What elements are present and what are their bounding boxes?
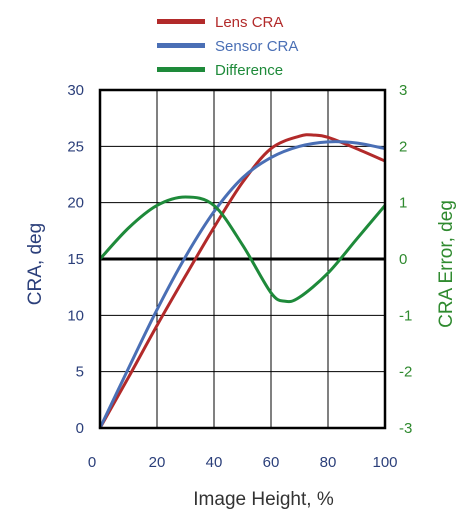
x-tick-label: 0 [88, 454, 96, 471]
x-tick-label: 80 [320, 454, 337, 471]
series-line-lens-cra [98, 133, 386, 429]
x-tick-label: 40 [206, 454, 223, 471]
y-tick-label-left: 5 [76, 364, 84, 381]
legend-label-sensor-cra: Sensor CRA [215, 38, 298, 55]
legend-swatch-difference [157, 67, 205, 72]
y-tick-label-right: -2 [399, 364, 412, 381]
y-axis-title-right: CRA Error, deg [436, 200, 457, 328]
y-tick-label-right: -3 [399, 420, 412, 437]
y-tick-label-left: 10 [67, 307, 84, 324]
y-tick-label-left: 30 [67, 82, 84, 99]
series-line-sensor-cra [98, 140, 386, 429]
legend-swatch-lens-cra [157, 19, 205, 24]
y-tick-label-left: 15 [67, 251, 84, 268]
x-tick-label: 20 [149, 454, 166, 471]
legend: Lens CRA Sensor CRA Difference [157, 14, 298, 79]
x-tick-label: 60 [263, 454, 280, 471]
y-tick-label-right: 0 [399, 251, 407, 268]
y-tick-label-right: 2 [399, 138, 407, 155]
x-tick-label: 100 [372, 454, 397, 471]
x-tick-labels: 0 20 40 60 80 100 [88, 454, 398, 471]
series-lines [98, 133, 387, 429]
series-line-difference [98, 195, 387, 304]
y-axis-title-left: CRA, deg [25, 223, 46, 305]
legend-label-difference: Difference [215, 62, 283, 79]
legend-label-lens-cra: Lens CRA [215, 14, 283, 31]
x-axis-title: Image Height, % [193, 489, 334, 510]
legend-swatch-sensor-cra [157, 43, 205, 48]
y-tick-labels-right: -3 -2 -1 0 1 2 3 [399, 82, 412, 437]
y-tick-label-right: -1 [399, 307, 412, 324]
y-tick-label-left: 20 [67, 195, 84, 212]
y-tick-label-left: 0 [76, 420, 84, 437]
y-tick-label-right: 1 [399, 195, 407, 212]
y-tick-label-right: 3 [399, 82, 407, 99]
y-tick-labels-left: 0 5 10 15 20 25 30 [67, 82, 84, 437]
plot-frame [98, 88, 387, 430]
y-tick-label-left: 25 [67, 138, 84, 155]
